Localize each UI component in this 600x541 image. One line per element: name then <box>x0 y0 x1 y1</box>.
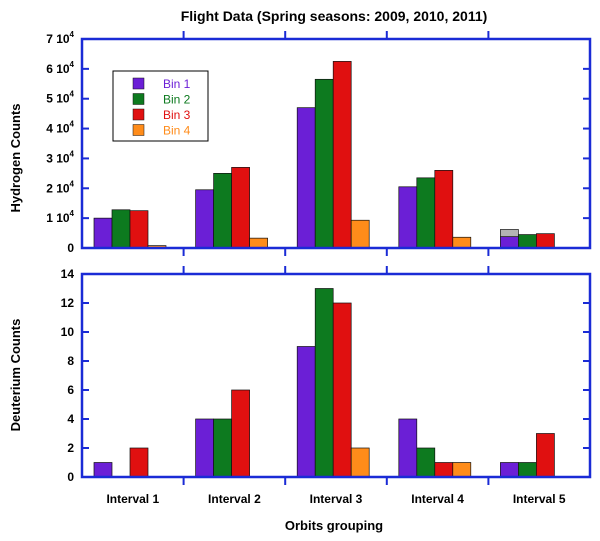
deuterium-bar-bin3-interval-5 <box>536 433 555 478</box>
deuterium-y-tick-label: 12 <box>61 296 75 310</box>
hydrogen-y-tick-exponent: 4 <box>70 120 75 129</box>
hydrogen-bar-bin3-interval-4 <box>434 170 454 249</box>
hydrogen-bar-bin2-interval-3 <box>314 78 334 249</box>
legend-label-bin3: Bin 3 <box>163 108 191 122</box>
hydrogen-bar-bin3-interval-2 <box>231 167 250 249</box>
category-label-interval-1: Interval 1 <box>106 492 159 506</box>
deuterium-bar-bin1-interval-2 <box>195 418 214 478</box>
category-label-interval-5: Interval 5 <box>513 492 566 506</box>
deuterium-bar-bin3-interval-3 <box>332 302 352 478</box>
hydrogen-bar-bin2-interval-4 <box>416 177 436 249</box>
hydrogen-y-tick-label: 5 104 <box>46 90 74 106</box>
hydrogen-y-tick-label: 2 104 <box>46 179 74 195</box>
deuterium-y-tick-label: 4 <box>67 412 74 426</box>
deuterium-bar-bin4-interval-4 <box>452 462 472 478</box>
deuterium-y-tick-label: 0 <box>67 470 74 484</box>
hydrogen-y-axis-title: Hydrogen Counts <box>8 103 23 212</box>
hydrogen-y-tick-label: 1 104 <box>46 209 74 225</box>
legend-swatch-bin1 <box>132 77 145 90</box>
hydrogen-y-tick-exponent: 4 <box>70 149 75 158</box>
hydrogen-bar-bin1-interval-4 <box>398 186 418 249</box>
deuterium-bar-bin1-interval-3 <box>296 346 316 478</box>
category-label-interval-4: Interval 4 <box>411 492 464 506</box>
hydrogen-y-tick-label: 6 104 <box>46 60 74 76</box>
deuterium-bar-bin2-interval-3 <box>314 288 334 478</box>
hydrogen-y-tick-label: 3 104 <box>46 149 74 165</box>
hydrogen-bar-bin1-interval-3 <box>296 107 316 249</box>
hydrogen-bar-bin1-interval-2 <box>195 189 214 249</box>
deuterium-bar-bin2-interval-4 <box>416 447 436 478</box>
legend-label-bin1: Bin 1 <box>163 77 191 91</box>
figure-title: Flight Data (Spring seasons: 2009, 2010,… <box>181 8 488 24</box>
category-label-interval-2: Interval 2 <box>208 492 261 506</box>
hydrogen-y-tick-label: 7 104 <box>46 30 74 46</box>
legend-swatch-bin4 <box>132 124 145 136</box>
deuterium-plot-frame <box>80 272 592 479</box>
hydrogen-bar-bin1-gray-cap-interval-5 <box>500 229 519 238</box>
deuterium-y-tick-label: 2 <box>67 441 74 455</box>
deuterium-bar-bin3-interval-2 <box>231 389 250 478</box>
hydrogen-plot-frame <box>80 37 592 250</box>
deuterium-bar-bin4-interval-3 <box>350 447 370 478</box>
hydrogen-bar-bin2-interval-2 <box>213 173 232 249</box>
legend-box <box>112 70 209 142</box>
deuterium-bar-bin1-interval-4 <box>398 418 418 478</box>
legend-swatch-bin2 <box>132 93 145 105</box>
deuterium-y-tick-label: 6 <box>67 383 74 397</box>
hydrogen-y-tick-exponent: 4 <box>70 30 75 39</box>
hydrogen-bar-bin4-interval-2 <box>249 237 268 249</box>
category-label-interval-3: Interval 3 <box>310 492 363 506</box>
hydrogen-bar-bin1-interval-1 <box>93 217 113 249</box>
hydrogen-y-tick-exponent: 4 <box>70 209 75 218</box>
hydrogen-bar-bin1-interval-5 <box>500 236 519 249</box>
hydrogen-bar-bin3-interval-1 <box>129 210 149 249</box>
deuterium-y-axis-title: Deuterium Counts <box>8 319 23 432</box>
x-axis-title: Orbits grouping <box>285 518 383 533</box>
deuterium-bar-bin2-interval-5 <box>518 462 537 478</box>
hydrogen-y-tick-exponent: 4 <box>70 90 75 99</box>
deuterium-bar-bin2-interval-2 <box>213 418 232 478</box>
deuterium-bar-bin3-interval-4 <box>434 462 454 478</box>
deuterium-y-tick-label: 14 <box>61 267 75 281</box>
hydrogen-bar-bin2-interval-1 <box>111 209 131 249</box>
deuterium-y-tick-label: 8 <box>67 354 74 368</box>
legend-label-bin2: Bin 2 <box>163 93 191 107</box>
deuterium-bar-bin1-interval-5 <box>500 462 519 478</box>
hydrogen-bar-bin3-interval-3 <box>332 61 352 249</box>
hydrogen-bar-bin4-interval-3 <box>350 219 370 249</box>
hydrogen-y-tick-exponent: 4 <box>70 60 75 69</box>
legend-swatch-bin3 <box>132 108 145 121</box>
hydrogen-bar-bin4-interval-4 <box>452 236 472 249</box>
hydrogen-bar-bin2-interval-5 <box>518 234 537 249</box>
deuterium-bar-bin3-interval-1 <box>129 447 149 478</box>
deuterium-bar-bin1-interval-1 <box>93 462 113 478</box>
hydrogen-y-tick-label: 0 <box>67 241 74 255</box>
deuterium-y-tick-label: 10 <box>61 325 75 339</box>
legend-label-bin4: Bin 4 <box>163 124 191 138</box>
hydrogen-y-tick-exponent: 4 <box>70 179 75 188</box>
hydrogen-y-tick-label: 4 104 <box>46 120 74 136</box>
hydrogen-bar-bin3-interval-5 <box>536 233 555 249</box>
